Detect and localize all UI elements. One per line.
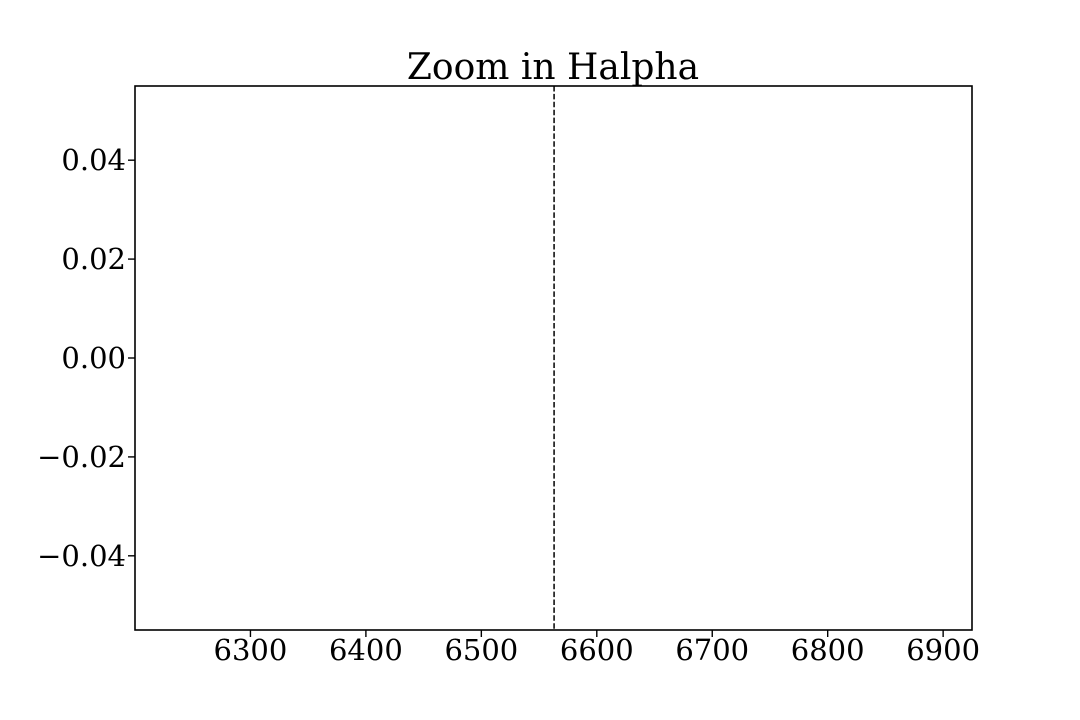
x-tick-label: 6400 <box>329 633 403 667</box>
chart-title: Zoom in Halpha <box>407 47 699 88</box>
y-tick-label: 0.02 <box>61 242 126 276</box>
x-tick-label: 6800 <box>791 633 865 667</box>
y-tick-label: −0.02 <box>37 440 126 474</box>
y-tick-label: −0.04 <box>37 539 126 573</box>
y-tick-label: 0.04 <box>61 143 126 177</box>
x-axis: 6300 6400 6500 6600 6700 6800 6900 <box>214 630 980 667</box>
plot-area-frame <box>134 85 973 631</box>
x-tick-label: 6500 <box>444 633 518 667</box>
x-tick-label: 6600 <box>560 633 634 667</box>
x-tick-label: 6300 <box>214 633 288 667</box>
x-tick-label: 6700 <box>675 633 749 667</box>
y-tick-label: 0.00 <box>61 341 126 375</box>
y-axis: 0.04 0.02 0.00 −0.02 −0.04 <box>37 143 135 573</box>
x-tick-label: 6900 <box>906 633 980 667</box>
